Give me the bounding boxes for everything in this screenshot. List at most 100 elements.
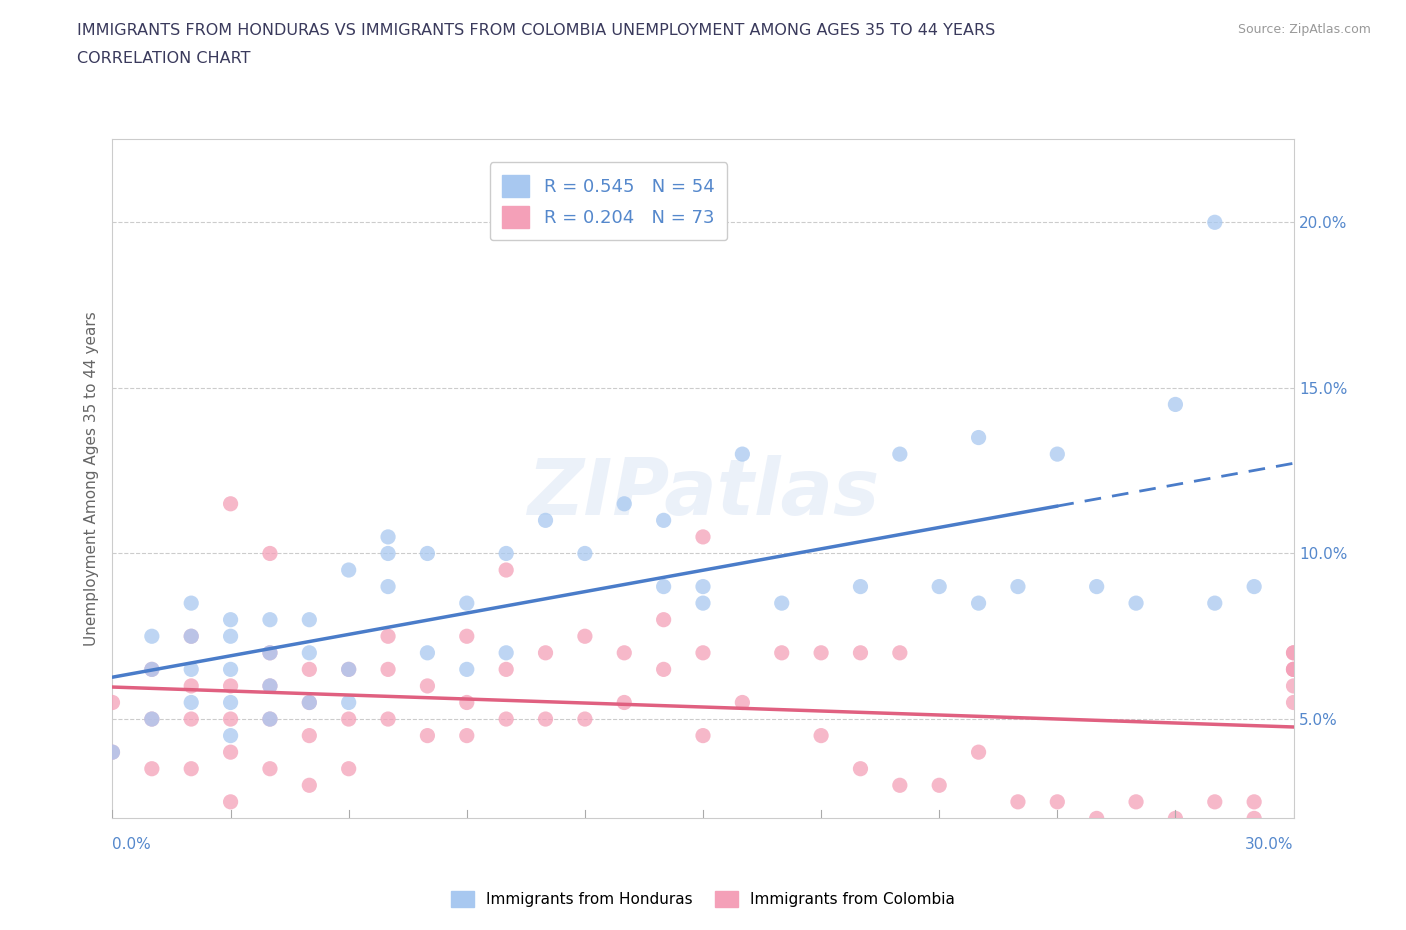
Point: [180, 695, 202, 710]
Point: [770, 596, 793, 611]
Point: [219, 679, 242, 694]
Point: [1125, 596, 1147, 611]
Point: [495, 711, 517, 726]
Point: [692, 728, 714, 743]
Point: [889, 777, 911, 792]
Point: [889, 645, 911, 660]
Point: [259, 546, 281, 561]
Point: [1282, 662, 1305, 677]
Point: [416, 645, 439, 660]
Point: [495, 563, 517, 578]
Point: [495, 546, 517, 561]
Point: [298, 728, 321, 743]
Legend: R = 0.545   N = 54, R = 0.204   N = 73: R = 0.545 N = 54, R = 0.204 N = 73: [489, 162, 727, 241]
Point: [337, 762, 360, 777]
Point: [534, 711, 557, 726]
Point: [298, 612, 321, 627]
Point: [1007, 794, 1029, 809]
Point: [1164, 397, 1187, 412]
Point: [849, 645, 872, 660]
Point: [849, 762, 872, 777]
Point: [731, 695, 754, 710]
Point: [259, 612, 281, 627]
Point: [298, 662, 321, 677]
Point: [456, 629, 478, 644]
Point: [337, 695, 360, 710]
Text: 30.0%: 30.0%: [1246, 837, 1294, 852]
Point: [259, 762, 281, 777]
Point: [889, 446, 911, 461]
Point: [928, 579, 950, 594]
Point: [377, 662, 399, 677]
Point: [219, 711, 242, 726]
Point: [613, 497, 636, 512]
Point: [534, 645, 557, 660]
Point: [456, 596, 478, 611]
Point: [259, 679, 281, 694]
Point: [101, 695, 124, 710]
Point: [534, 513, 557, 528]
Point: [613, 695, 636, 710]
Point: [613, 645, 636, 660]
Text: 0.0%: 0.0%: [112, 837, 152, 852]
Point: [1282, 645, 1305, 660]
Point: [810, 728, 832, 743]
Point: [416, 728, 439, 743]
Point: [967, 745, 990, 760]
Point: [298, 695, 321, 710]
Point: [337, 711, 360, 726]
Point: [180, 679, 202, 694]
Point: [1085, 811, 1108, 826]
Point: [259, 645, 281, 660]
Point: [219, 695, 242, 710]
Point: [1007, 579, 1029, 594]
Point: [219, 662, 242, 677]
Point: [967, 596, 990, 611]
Point: [652, 579, 675, 594]
Point: [810, 645, 832, 660]
Point: [1085, 579, 1108, 594]
Point: [377, 579, 399, 594]
Point: [416, 679, 439, 694]
Text: ZIPatlas: ZIPatlas: [527, 455, 879, 530]
Point: [180, 662, 202, 677]
Point: [298, 777, 321, 792]
Point: [1164, 811, 1187, 826]
Point: [1282, 679, 1305, 694]
Point: [337, 563, 360, 578]
Point: [141, 711, 163, 726]
Point: [1204, 794, 1226, 809]
Point: [377, 629, 399, 644]
Text: CORRELATION CHART: CORRELATION CHART: [77, 51, 250, 66]
Legend: Immigrants from Honduras, Immigrants from Colombia: Immigrants from Honduras, Immigrants fro…: [444, 884, 962, 913]
Point: [259, 711, 281, 726]
Point: [1243, 811, 1265, 826]
Point: [259, 679, 281, 694]
Y-axis label: Unemployment Among Ages 35 to 44 years: Unemployment Among Ages 35 to 44 years: [83, 312, 98, 646]
Point: [495, 645, 517, 660]
Point: [219, 629, 242, 644]
Point: [377, 711, 399, 726]
Point: [180, 629, 202, 644]
Point: [1243, 579, 1265, 594]
Point: [337, 662, 360, 677]
Point: [259, 645, 281, 660]
Point: [849, 579, 872, 594]
Point: [416, 546, 439, 561]
Point: [180, 711, 202, 726]
Point: [692, 579, 714, 594]
Point: [1204, 215, 1226, 230]
Point: [219, 497, 242, 512]
Text: Source: ZipAtlas.com: Source: ZipAtlas.com: [1237, 23, 1371, 36]
Point: [141, 662, 163, 677]
Point: [1046, 446, 1069, 461]
Point: [259, 711, 281, 726]
Point: [692, 529, 714, 544]
Point: [377, 546, 399, 561]
Point: [652, 662, 675, 677]
Point: [377, 529, 399, 544]
Point: [574, 546, 596, 561]
Point: [1282, 695, 1305, 710]
Point: [141, 762, 163, 777]
Point: [298, 695, 321, 710]
